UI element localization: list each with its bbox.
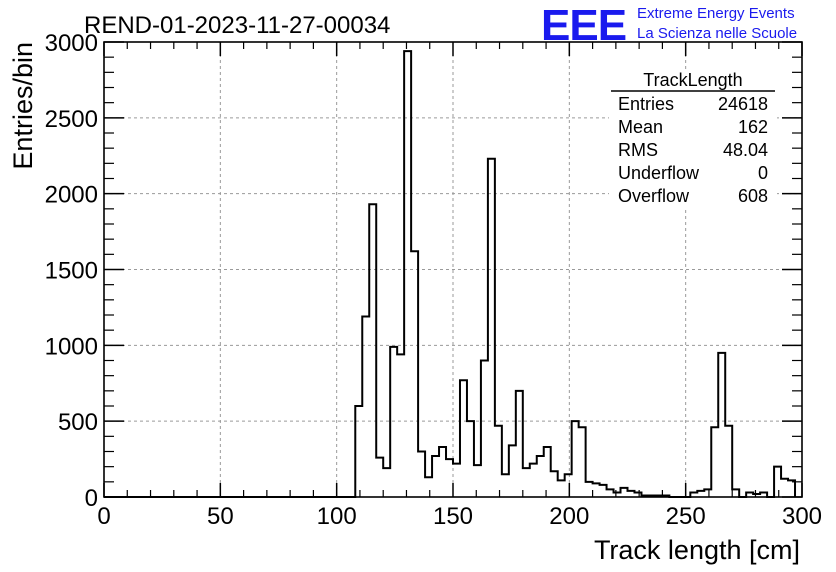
stats-value-entries: 24618 bbox=[718, 94, 768, 114]
logo-line-1: Extreme Energy Events bbox=[637, 5, 795, 22]
y-tick-label: 1000 bbox=[45, 333, 98, 360]
y-tick-label: 1500 bbox=[45, 258, 98, 285]
x-tick-label: 100 bbox=[317, 503, 357, 530]
y-axis-label: Entries/bin bbox=[8, 42, 38, 170]
x-tick-label: 50 bbox=[207, 503, 234, 530]
stats-value-mean: 162 bbox=[738, 117, 768, 137]
y-tick-label: 0 bbox=[85, 485, 98, 512]
x-tick-label: 250 bbox=[666, 503, 706, 530]
stats-label-entries: Entries bbox=[618, 94, 674, 114]
y-tick-label: 2000 bbox=[45, 182, 98, 209]
y-tick-label: 3000 bbox=[45, 30, 98, 57]
grid-lines bbox=[104, 42, 802, 497]
stats-label-rms: RMS bbox=[618, 140, 658, 160]
eee-logo: EEE bbox=[541, 1, 626, 50]
stats-label-underflow: Underflow bbox=[618, 163, 700, 183]
x-axis-ticks: 0 50 100 150 200 250 300 bbox=[97, 42, 822, 530]
stats-label-overflow: Overflow bbox=[618, 186, 690, 206]
x-axis-label: Track length [cm] bbox=[594, 535, 800, 565]
x-tick-label: 300 bbox=[782, 503, 822, 530]
stats-value-underflow: 0 bbox=[758, 163, 768, 183]
chart-title: REND-01-2023-11-27-00034 bbox=[84, 12, 390, 39]
stats-value-overflow: 608 bbox=[738, 186, 768, 206]
stats-box: TrackLength Entries 24618 Mean 162 RMS 4… bbox=[609, 70, 777, 210]
y-tick-label: 500 bbox=[58, 409, 98, 436]
x-tick-label: 0 bbox=[97, 503, 110, 530]
y-tick-label: 2500 bbox=[45, 106, 98, 133]
y-axis-ticks: 0 500 1000 1500 2000 2500 3000 bbox=[45, 30, 802, 512]
stats-label-mean: Mean bbox=[618, 117, 663, 137]
stats-title: TrackLength bbox=[643, 70, 742, 90]
x-tick-label: 200 bbox=[549, 503, 589, 530]
stats-value-rms: 48.04 bbox=[723, 140, 768, 160]
x-tick-label: 150 bbox=[433, 503, 473, 530]
logo-line-2: La Scienza nelle Scuole bbox=[637, 25, 797, 42]
